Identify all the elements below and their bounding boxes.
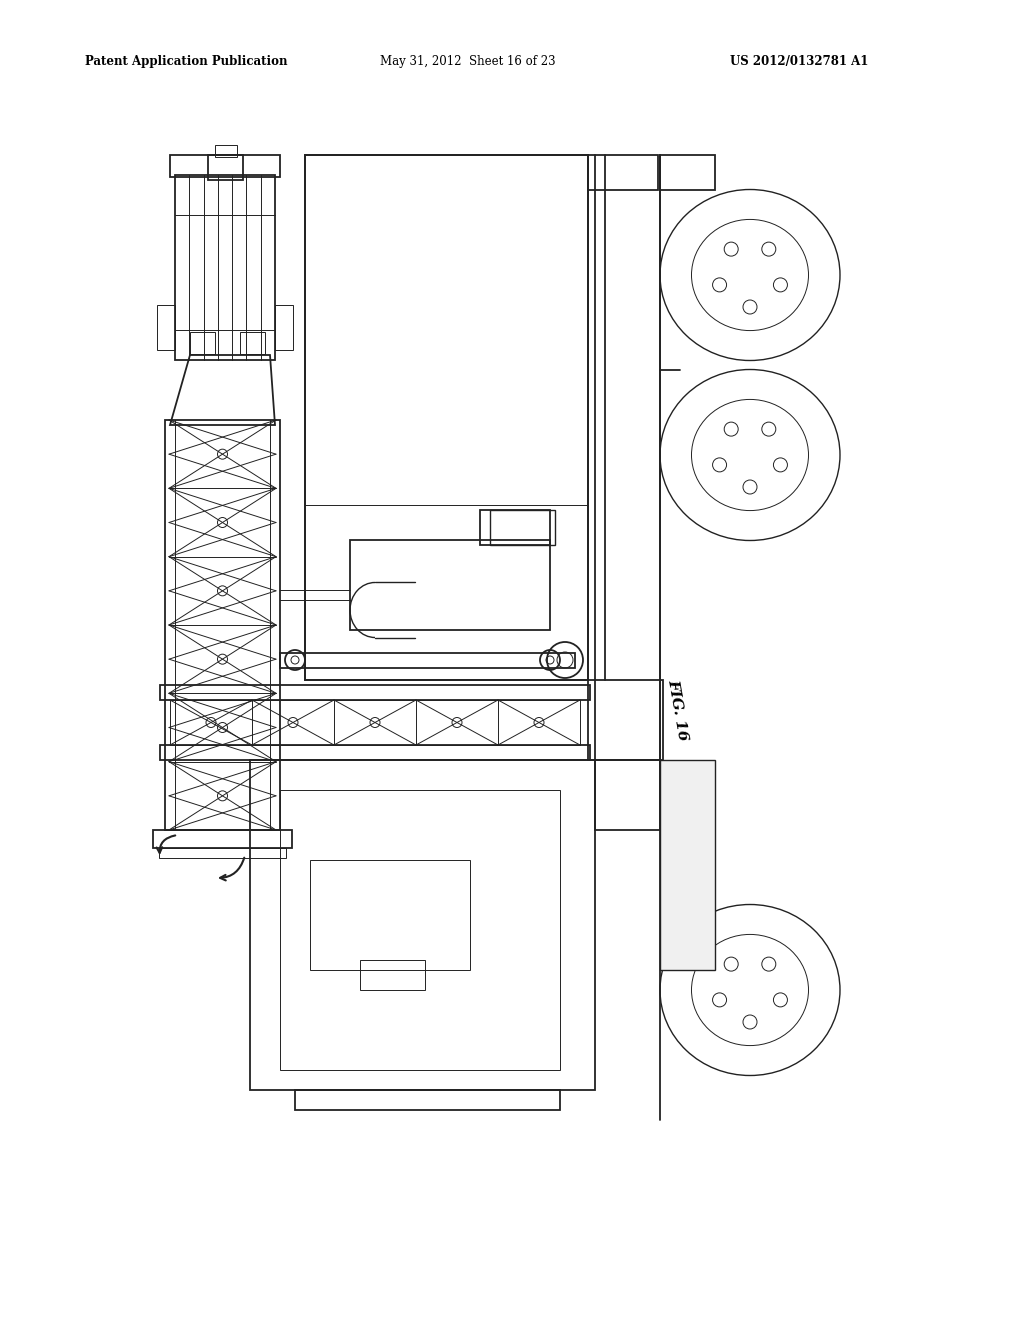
- Bar: [588, 154, 658, 190]
- Bar: [165, 420, 280, 830]
- Text: US 2012/0132781 A1: US 2012/0132781 A1: [730, 55, 868, 69]
- Bar: [660, 154, 715, 190]
- Text: Patent Application Publication: Patent Application Publication: [85, 55, 288, 69]
- Bar: [190, 333, 215, 354]
- Text: FIG. 16: FIG. 16: [665, 678, 689, 742]
- Bar: [240, 333, 265, 354]
- Bar: [305, 154, 588, 680]
- Bar: [160, 685, 590, 700]
- Bar: [480, 510, 550, 545]
- Bar: [250, 760, 595, 1090]
- Bar: [175, 176, 275, 360]
- Text: May 31, 2012  Sheet 16 of 23: May 31, 2012 Sheet 16 of 23: [380, 55, 556, 69]
- Bar: [275, 305, 293, 350]
- Bar: [490, 510, 555, 545]
- Bar: [170, 154, 280, 177]
- Bar: [295, 1090, 560, 1110]
- Bar: [157, 305, 175, 350]
- Bar: [360, 960, 425, 990]
- Bar: [159, 847, 286, 858]
- Bar: [280, 653, 575, 668]
- Bar: [215, 145, 237, 157]
- Bar: [310, 861, 470, 970]
- Bar: [588, 680, 663, 760]
- Bar: [208, 154, 243, 180]
- Bar: [160, 744, 590, 760]
- Bar: [660, 760, 715, 970]
- Bar: [595, 760, 660, 830]
- Bar: [153, 830, 292, 847]
- Bar: [350, 540, 550, 630]
- Bar: [280, 789, 560, 1071]
